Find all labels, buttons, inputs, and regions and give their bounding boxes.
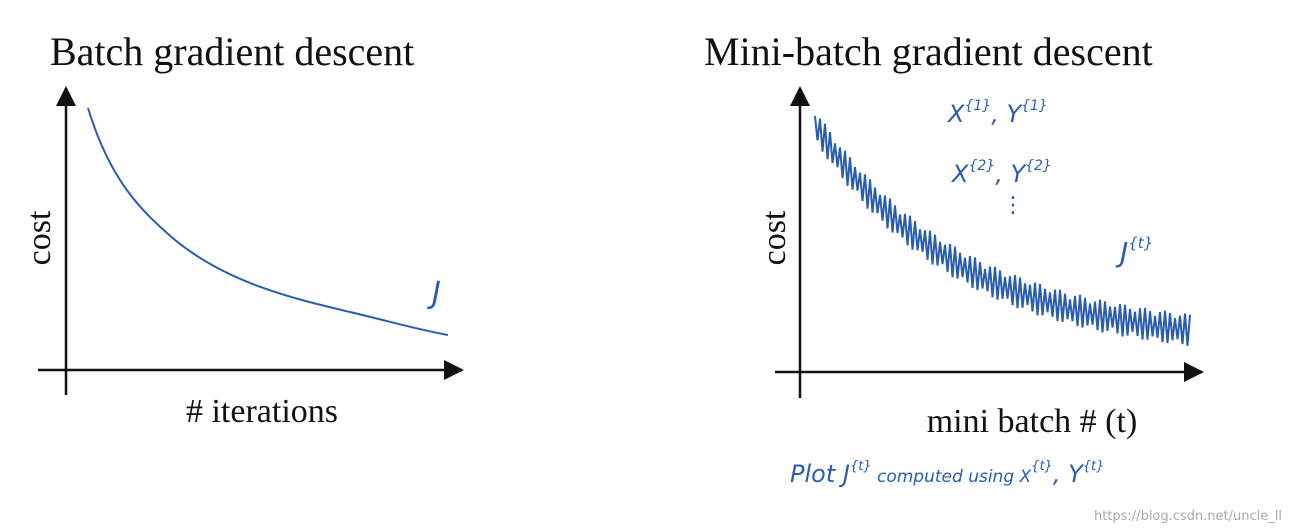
caption: Plot J{t} computed using X{t}, Y{t} bbox=[790, 459, 1104, 488]
note: X{1}, Y{1} bbox=[946, 98, 1048, 128]
text-part: {2} bbox=[1025, 158, 1052, 174]
text-part: {t} bbox=[1031, 459, 1053, 474]
cost-curve bbox=[814, 115, 1191, 346]
text-part: Plot J bbox=[790, 460, 850, 488]
right-title: Mini-batch gradient descent bbox=[704, 29, 1153, 74]
text-part: {t} bbox=[1083, 459, 1105, 474]
left-title: Batch gradient descent bbox=[50, 29, 414, 74]
y-label: cost bbox=[756, 210, 793, 265]
curve-label: J bbox=[427, 276, 441, 311]
note: X{2}, Y{2} bbox=[950, 158, 1052, 188]
cost-curve bbox=[87, 107, 449, 336]
x-label: # iterations bbox=[186, 393, 338, 430]
text-part: {t} bbox=[850, 459, 872, 474]
watermark: https://blog.csdn.net/uncle_ll bbox=[1094, 509, 1282, 524]
text-part: J bbox=[1115, 236, 1128, 269]
text-part: , Y bbox=[1053, 460, 1085, 488]
text-part: {t} bbox=[1128, 234, 1153, 252]
dots: ⋮ bbox=[1002, 193, 1024, 218]
text-part: {2} bbox=[968, 158, 995, 174]
text-part: X bbox=[946, 100, 965, 128]
curve-label: J{t} bbox=[1115, 234, 1153, 269]
y-label: cost bbox=[21, 210, 58, 265]
text-part: computed using X bbox=[872, 467, 1032, 487]
text-part: , Y bbox=[991, 100, 1023, 128]
text-part: X bbox=[950, 160, 969, 188]
text-part: {1} bbox=[1021, 98, 1048, 114]
text-part: , Y bbox=[995, 160, 1027, 188]
x-label: mini batch # (t) bbox=[927, 403, 1138, 440]
text-part: {1} bbox=[964, 98, 991, 114]
